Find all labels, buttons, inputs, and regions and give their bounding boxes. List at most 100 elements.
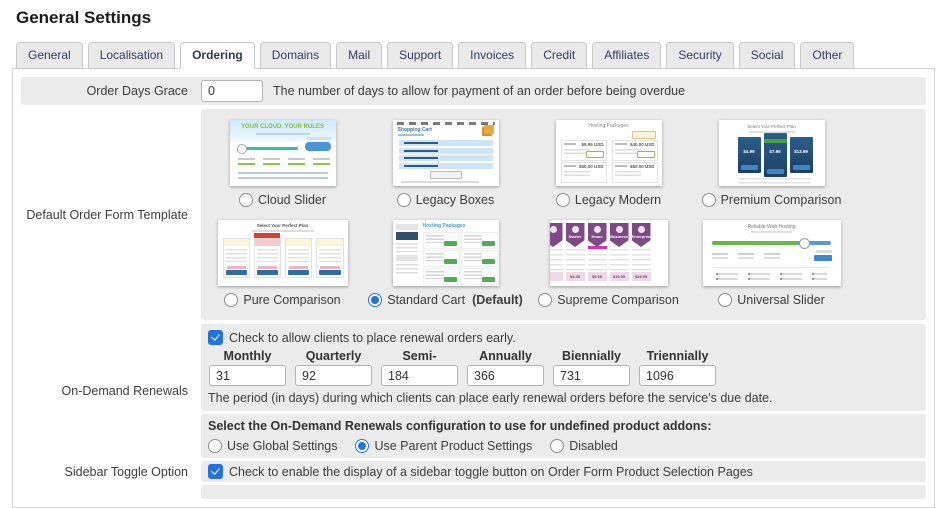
template-option-label: Cloud Slider xyxy=(257,193,327,207)
order-days-grace-description: The number of days to allow for payment … xyxy=(273,84,686,98)
thumbnail-art: Starter $4.95 Home $5.95 Business $19.95 En… xyxy=(549,220,668,286)
template-option-label: Pure Comparison xyxy=(243,293,341,307)
template-option-legacy-modern: Hosting Packages $9.95 USD $40.00 USD $5… xyxy=(527,120,690,220)
template-radio-standard-cart[interactable]: Standard Cart (Default) xyxy=(368,293,523,307)
template-option-label: Premium Comparison xyxy=(720,193,842,207)
row-on-demand-renewals: On-Demand Renewals Check to allow client… xyxy=(21,324,926,458)
template-option-legacy-boxes: Shopping Cart Legacy Boxes xyxy=(364,120,527,220)
template-thumbnail-supreme-comparison[interactable]: Starter $4.95 Home $5.95 Business $19.95 En… xyxy=(549,220,668,286)
next-row-label xyxy=(21,485,201,499)
renewals-enable-option[interactable]: Check to allow clients to place renewal … xyxy=(208,329,919,346)
tab-mail[interactable]: Mail xyxy=(336,42,383,69)
period-header: Biennially xyxy=(561,349,622,363)
tab-support[interactable]: Support xyxy=(387,42,454,69)
row-next-partial xyxy=(21,485,926,499)
radio-icon[interactable] xyxy=(396,193,411,207)
period-biennially: Biennially xyxy=(553,348,630,386)
period-triennially: Triennially xyxy=(639,348,716,386)
tab-domains[interactable]: Domains xyxy=(259,42,332,69)
tab-social[interactable]: Social xyxy=(738,42,796,69)
thumbnail-art: Hosting Packages $9.95 USD $40.00 USD $5… xyxy=(556,120,662,186)
template-option-premium-comparison: Select Your Perfect Plan $4.99 $7.99 $13… xyxy=(690,120,853,220)
addon-config-option-label: Disabled xyxy=(569,438,618,453)
renewals-description: The period (in days) during which client… xyxy=(208,391,773,405)
tab-ordering[interactable]: Ordering xyxy=(180,42,255,69)
radio-icon[interactable] xyxy=(701,193,716,207)
row-sidebar-toggle: Sidebar Toggle Option Check to enable th… xyxy=(21,461,926,482)
sidebar-toggle-label: Sidebar Toggle Option xyxy=(64,464,188,479)
template-option-label: Legacy Modern xyxy=(574,193,662,207)
radio-icon[interactable] xyxy=(718,293,733,307)
period-monthly: Monthly xyxy=(209,348,286,386)
template-option-pure-comparison: Select Your Perfect Plan Pure Comparison xyxy=(201,220,364,320)
addon-config-heading: Select the On-Demand Renewals configurat… xyxy=(208,419,712,433)
template-thumbnail-premium-comparison[interactable]: Select Your Perfect Plan $4.99 $7.99 $13… xyxy=(718,120,825,186)
tab-affiliates[interactable]: Affiliates xyxy=(592,42,662,69)
period-input-annually[interactable] xyxy=(467,365,544,386)
renewal-periods: Monthly Quarterly Semi-Annually Annually xyxy=(208,348,919,386)
template-radio-universal-slider[interactable]: Universal Slider xyxy=(718,293,825,307)
template-radio-supreme-comparison[interactable]: Supreme Comparison xyxy=(538,293,679,307)
template-radio-legacy-boxes[interactable]: Legacy Boxes xyxy=(396,193,495,207)
radio-icon[interactable] xyxy=(238,193,253,207)
template-option-label: Legacy Boxes xyxy=(415,193,495,207)
template-default-suffix: (Default) xyxy=(472,293,523,307)
tab-credit[interactable]: Credit xyxy=(531,42,588,69)
tab-other[interactable]: Other xyxy=(800,42,855,69)
template-option-supreme-comparison: Starter $4.95 Home $5.95 Business $19.95 En… xyxy=(527,220,690,320)
addon-config-option-label: Use Global Settings xyxy=(227,438,338,453)
order-days-grace-label: Order Days Grace xyxy=(86,84,188,98)
tab-localisation[interactable]: Localisation xyxy=(87,42,176,69)
radio-icon[interactable] xyxy=(355,438,370,453)
period-input-monthly[interactable] xyxy=(209,365,286,386)
template-radio-legacy-modern[interactable]: Legacy Modern xyxy=(555,193,662,207)
radio-icon[interactable] xyxy=(538,293,553,307)
checkbox-icon[interactable] xyxy=(208,464,223,479)
tab-security[interactable]: Security xyxy=(666,42,734,69)
template-option-universal-slider: Reliable Web Hosting Universal Slider xyxy=(690,220,853,320)
template-option-cloud-slider: YOUR CLOUD. YOUR RULES Cloud Slider xyxy=(201,120,364,220)
thumbnail-art: Hosting Packages xyxy=(393,220,499,286)
sidebar-toggle-option[interactable]: Check to enable the display of a sidebar… xyxy=(201,461,926,482)
template-radio-premium-comparison[interactable]: Premium Comparison xyxy=(701,193,842,207)
template-radio-cloud-slider[interactable]: Cloud Slider xyxy=(238,193,327,207)
period-input-quarterly[interactable] xyxy=(295,365,372,386)
addon-config-use-parent[interactable]: Use Parent Product Settings xyxy=(355,438,532,453)
radio-icon[interactable] xyxy=(224,293,239,307)
tab-invoices[interactable]: Invoices xyxy=(458,42,527,69)
radio-icon[interactable] xyxy=(555,193,570,207)
radio-icon[interactable] xyxy=(208,438,222,453)
period-semi-annually: Semi-Annually xyxy=(381,348,458,386)
period-header: Annually xyxy=(479,349,532,363)
template-chooser: YOUR CLOUD. YOUR RULES Cloud Slider xyxy=(201,109,926,320)
template-thumbnail-universal-slider[interactable]: Reliable Web Hosting xyxy=(702,220,841,286)
tab-general[interactable]: General xyxy=(16,42,83,69)
template-option-label: Supreme Comparison xyxy=(557,293,679,307)
checkbox-icon[interactable] xyxy=(208,330,223,345)
thumbnail-art: YOUR CLOUD. YOUR RULES xyxy=(229,120,336,186)
row-order-form-template: Default Order Form Template YOUR CLOUD. … xyxy=(21,109,926,320)
period-header: Quarterly xyxy=(305,349,362,363)
on-demand-renewals-label: On-Demand Renewals xyxy=(61,384,188,398)
thumbnail-art: Select Your Perfect Plan xyxy=(218,220,348,286)
radio-icon[interactable] xyxy=(368,293,383,307)
template-option-standard-cart: Hosting Packages Standard Cart (Defaul xyxy=(364,220,527,320)
radio-icon[interactable] xyxy=(550,438,565,453)
page-title: General Settings xyxy=(16,8,152,27)
settings-panel: Order Days Grace The number of days to a… xyxy=(12,68,935,508)
order-days-grace-input[interactable] xyxy=(201,80,263,102)
template-thumbnail-standard-cart[interactable]: Hosting Packages xyxy=(392,220,499,286)
thumbnail-art: Shopping Cart xyxy=(393,120,499,186)
addon-config-use-global[interactable]: Use Global Settings xyxy=(208,438,338,453)
period-input-triennially[interactable] xyxy=(639,365,716,386)
template-thumbnail-cloud-slider[interactable]: YOUR CLOUD. YOUR RULES xyxy=(229,120,336,186)
addon-config-disabled[interactable]: Disabled xyxy=(550,438,618,453)
addon-config-options: Use Global Settings Use Parent Product S… xyxy=(208,437,919,454)
template-thumbnail-pure-comparison[interactable]: Select Your Perfect Plan xyxy=(217,220,348,286)
template-radio-pure-comparison[interactable]: Pure Comparison xyxy=(224,293,341,307)
period-header: Semi-Annually xyxy=(393,349,446,379)
template-thumbnail-legacy-boxes[interactable]: Shopping Cart xyxy=(392,120,499,186)
template-thumbnail-legacy-modern[interactable]: Hosting Packages $9.95 USD $40.00 USD $5… xyxy=(555,120,662,186)
period-input-biennially[interactable] xyxy=(553,365,630,386)
period-input-semi-annually[interactable] xyxy=(381,365,458,386)
